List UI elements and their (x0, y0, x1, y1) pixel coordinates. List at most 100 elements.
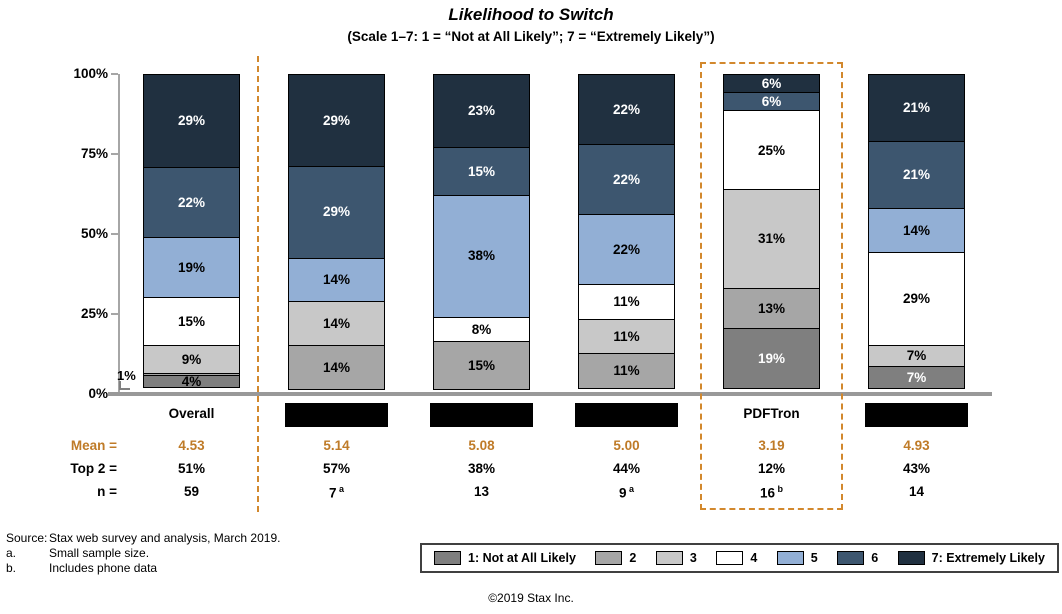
bar-segment-cat1: 7% (868, 366, 965, 389)
stat-value-top2: 12% (757, 461, 786, 476)
stat-value-n: 16 b (723, 484, 820, 501)
legend-swatch-icon (837, 551, 865, 565)
y-axis-tick-label: 100% (73, 66, 108, 81)
segment-value-label: 11% (613, 328, 640, 344)
bar-segment-cat6: 6% (723, 92, 820, 112)
legend-label: 4 (750, 551, 758, 565)
legend-label: 1: Not at All Likely (468, 551, 576, 565)
segment-value-label: 25% (757, 142, 786, 158)
segment-value-label: 19% (177, 259, 206, 275)
stat-value-n: 14 (868, 484, 965, 499)
stacked-bar: 29% 29% 14% 14% 14% (288, 74, 385, 394)
segment-value-label: 29% (902, 291, 931, 307)
bar-segment-cat3: 31% (723, 189, 820, 289)
redacted-label-box (865, 403, 968, 427)
stat-value-mean: 3.19 (758, 438, 785, 453)
bar-segment-cat4: 15% (143, 297, 240, 346)
legend-swatch-icon (716, 551, 744, 565)
top2-row-label: Top 2 = (70, 461, 117, 476)
stat-value-mean: 5.14 (323, 438, 350, 453)
bar-segment-cat3: 7% (868, 344, 965, 368)
legend-item-2: 2 (595, 551, 636, 565)
segment-value-label: 11% (613, 294, 640, 310)
bar-segment-cat5: 14% (868, 207, 965, 253)
n-footnote-marker: b (775, 484, 784, 494)
bar-segment-cat2: 11% (578, 353, 675, 389)
redacted-label-box (575, 403, 678, 427)
n-value: 13 (473, 484, 490, 499)
segment-value-label: 14% (902, 222, 931, 238)
segment-value-label: 31% (757, 231, 786, 247)
legend-swatch-icon (897, 551, 925, 565)
stat-value-n: 9 a (578, 484, 675, 501)
stacked-bar: 22% 22% 22% 11% 11% 11% (578, 74, 675, 394)
n-footnote-marker: a (626, 484, 635, 494)
bar-segment-cat1: 19% (723, 328, 820, 389)
segment-value-label: 22% (612, 101, 641, 117)
stat-value-n: 59 (143, 484, 240, 499)
bar-segment-cat7: 23% (433, 74, 530, 149)
y-axis-tick (111, 233, 118, 235)
x-axis-baseline (108, 392, 992, 396)
legend-label: 5 (810, 551, 818, 565)
n-value: 14 (908, 484, 925, 499)
source-label: Source: (6, 531, 48, 545)
legend-item-3: 3 (655, 551, 697, 565)
bar-segment-cat2: 14% (288, 345, 385, 390)
stat-value-n: 7 a (288, 484, 385, 501)
segment-value-label: 6% (761, 94, 782, 110)
segment-value-label: 22% (177, 194, 206, 210)
segment-value-label: 29% (322, 204, 351, 220)
segment-value-label: 13% (757, 300, 786, 316)
y-axis-tick-label: 75% (80, 146, 108, 161)
redacted-label-box (430, 403, 533, 427)
segment-value-label: 7% (906, 369, 927, 385)
y-axis-tick-label: 25% (80, 306, 108, 321)
segment-value-label: 14% (322, 272, 351, 288)
legend-swatch-icon (434, 551, 461, 565)
legend-swatch-icon (776, 551, 804, 565)
bar-label: Overall (168, 406, 215, 421)
segment-value-label: 14% (322, 359, 351, 375)
stacked-bar: 29% 22% 19% 15% 9% 4% (143, 74, 240, 394)
bar-segment-cat5: 38% (433, 194, 530, 318)
legend-label: 2 (629, 551, 637, 565)
y-axis-tick (111, 73, 118, 75)
bar-segment-cat7: 6% (723, 74, 820, 94)
segment-value-label: 4% (181, 373, 202, 389)
n-footnote-marker: a (336, 484, 345, 494)
legend-label: 6 (871, 551, 879, 565)
bar-segment-cat2: 13% (723, 287, 820, 330)
segment-value-label: 23% (467, 103, 496, 119)
legend: 1: Not at All Likely 2 3 4 5 6 7: Extremely Li… (420, 543, 1059, 573)
callout-value-label: 1% (117, 367, 136, 383)
bar-segment-cat5: 22% (578, 214, 675, 286)
stat-value-top2: 57% (322, 461, 351, 476)
bar-segment-cat2: 15% (433, 341, 530, 390)
stat-value-mean: 4.53 (178, 438, 205, 453)
stacked-bar: 21% 21% 14% 29% 7% 7% (868, 74, 965, 394)
copyright-footer: ©2019 Stax Inc. (488, 591, 574, 605)
stat-value-mean: 4.93 (903, 438, 930, 453)
segment-value-label: 22% (612, 242, 641, 258)
callout-bracket (119, 380, 130, 390)
footnote-a-text: Small sample size. (49, 546, 150, 560)
bar-segment-cat4: 25% (723, 110, 820, 191)
segment-value-label: 15% (467, 163, 496, 179)
n-value: 7 (328, 485, 337, 501)
bar-label: PDFTron (743, 406, 800, 421)
segment-value-label: 6% (761, 75, 782, 91)
segment-value-label: 21% (902, 100, 931, 116)
bar-segment-cat6: 22% (143, 166, 240, 238)
bar-segment-cat7: 29% (143, 74, 240, 168)
segment-value-label: 7% (906, 348, 927, 364)
stat-value-top2: 44% (612, 461, 641, 476)
segment-value-label: 21% (902, 167, 931, 183)
segment-value-label: 29% (322, 112, 351, 128)
legend-item-5: 5 (776, 551, 818, 565)
segment-value-label: 8% (471, 321, 492, 337)
bar-segment-cat4: 11% (578, 284, 675, 320)
n-value: 59 (183, 484, 200, 499)
bar-segment-cat7: 29% (288, 74, 385, 167)
